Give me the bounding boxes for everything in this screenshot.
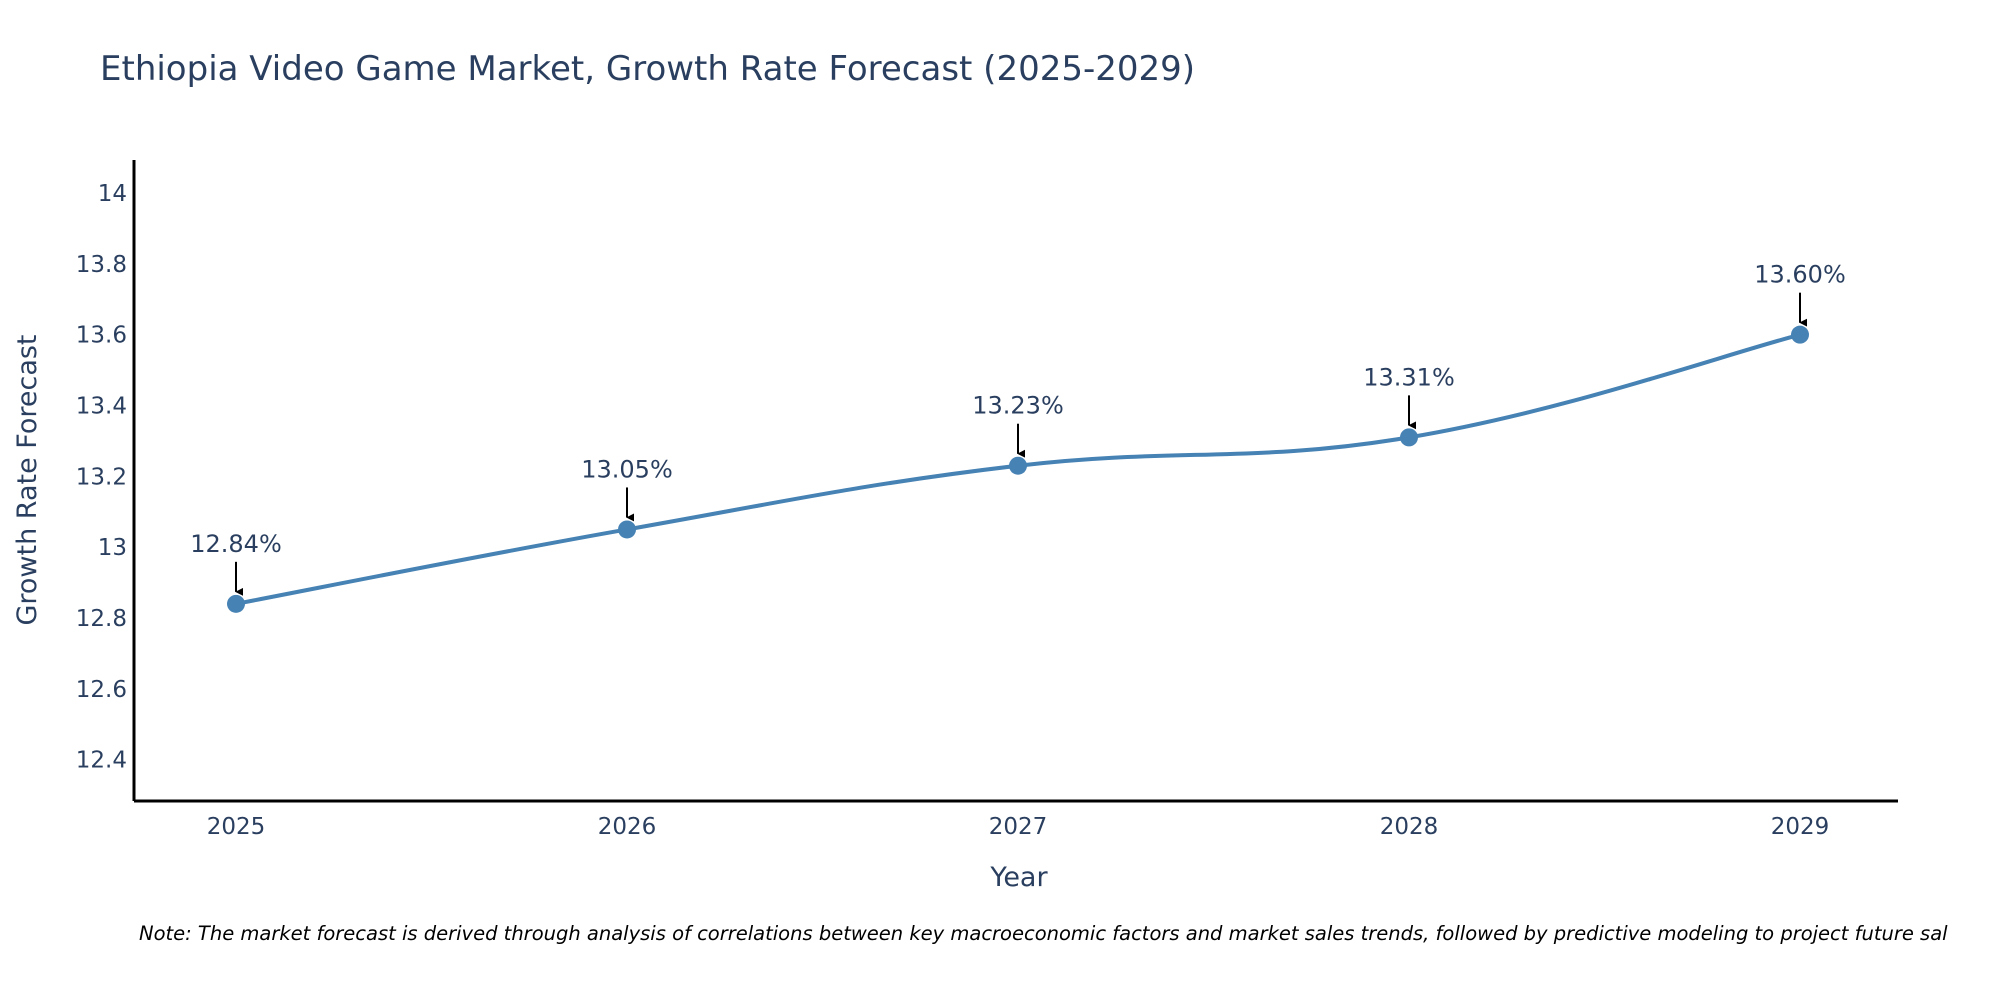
x-tick-label: 2028 bbox=[1380, 814, 1439, 840]
y-tick-label: 13.2 bbox=[76, 464, 127, 490]
y-tick-label: 12.8 bbox=[76, 606, 127, 632]
y-tick-label: 12.6 bbox=[76, 677, 127, 703]
y-tick-label: 14 bbox=[98, 181, 127, 207]
y-tick-label: 13.8 bbox=[76, 252, 127, 278]
data-annotations: 12.84% 13.05% 13.23% 13.31% 13.60% bbox=[190, 261, 1846, 596]
data-label: 13.23% bbox=[972, 392, 1064, 420]
y-tick-label: 12.4 bbox=[76, 748, 127, 774]
data-point bbox=[1400, 428, 1418, 447]
y-tick-label: 13.4 bbox=[76, 394, 127, 420]
x-tick-label: 2027 bbox=[989, 814, 1048, 840]
x-axis-ticks: 2025 2026 2027 2028 2029 bbox=[207, 814, 1830, 840]
x-tick-label: 2029 bbox=[1771, 814, 1830, 840]
x-tick-label: 2025 bbox=[207, 814, 266, 840]
data-label: 12.84% bbox=[190, 530, 282, 558]
x-tick-label: 2026 bbox=[598, 814, 657, 840]
data-point bbox=[227, 594, 245, 613]
y-axis-ticks: 12.4 12.6 12.8 13 13.2 13.4 13.6 13.8 14 bbox=[76, 181, 127, 774]
x-axis-title: Year bbox=[989, 862, 1048, 893]
y-axis-title: Growth Rate Forecast bbox=[12, 334, 43, 625]
data-point bbox=[1009, 456, 1027, 475]
data-point bbox=[1791, 325, 1809, 344]
data-label: 13.31% bbox=[1363, 363, 1455, 391]
data-points bbox=[227, 325, 1809, 613]
y-tick-label: 13.6 bbox=[76, 323, 127, 349]
data-label: 13.05% bbox=[581, 455, 673, 483]
data-label: 13.60% bbox=[1754, 261, 1846, 289]
chart-title: Ethiopia Video Game Market, Growth Rate … bbox=[100, 49, 1195, 89]
data-point bbox=[618, 520, 636, 539]
y-tick-label: 13 bbox=[98, 535, 127, 561]
footnote: Note: The market forecast is derived thr… bbox=[139, 922, 1948, 945]
